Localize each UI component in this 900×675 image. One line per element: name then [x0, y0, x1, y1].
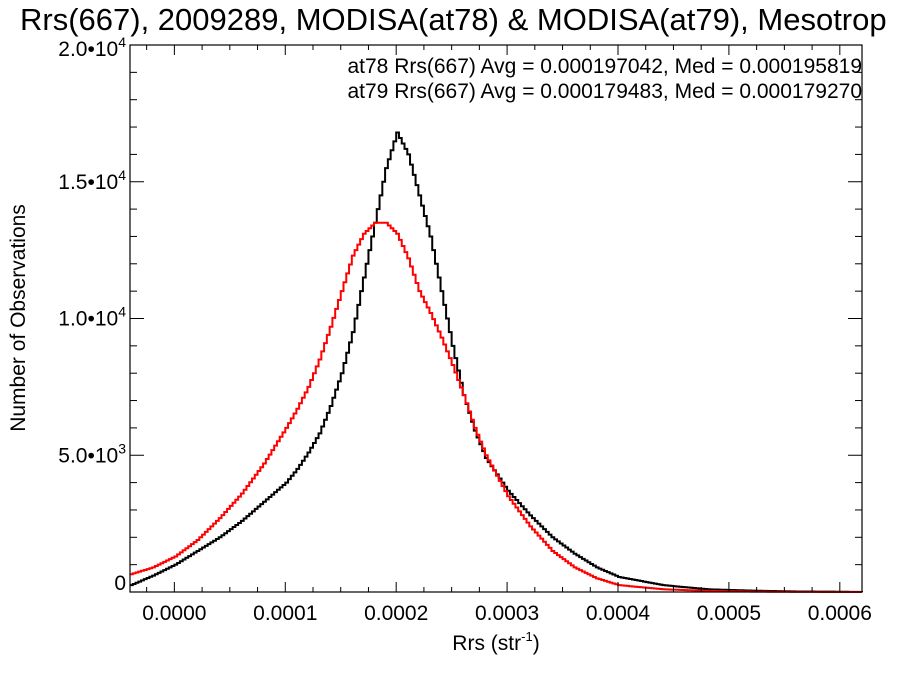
x-axis-label-main: Rrs (str: [452, 632, 521, 655]
x-tick-label-6: 0.0006: [808, 602, 872, 625]
plot-frame: [129, 44, 863, 593]
annotation-at78-stats: at78 Rrs(667) Avg = 0.000197042, Med = 0…: [347, 55, 862, 78]
y-axis-label: Number of Observations: [7, 204, 30, 432]
chart-title: Rrs(667), 2009289, MODISA(at78) & MODISA…: [20, 2, 887, 37]
series-0-line: [130, 131, 863, 593]
y-tick-label-3: 1.5•104: [58, 167, 126, 194]
y-tick-mantissa: 0: [114, 572, 126, 595]
series-1-line: [130, 221, 862, 593]
ticks-layer: [130, 44, 862, 593]
annotation-at79-stats: at79 Rrs(667) Avg = 0.000179483, Med = 0…: [347, 80, 862, 103]
y-tick-mantissa: 5.0•10: [58, 444, 118, 467]
y-tick-mantissa: 2.0•10: [58, 38, 118, 61]
y-tick-exponent: 3: [118, 440, 126, 456]
y-tick-label-0: 0: [114, 572, 126, 595]
x-axis-label-close: ): [533, 632, 540, 655]
x-axis-label-exponent: -1: [521, 629, 533, 644]
y-tick-exponent: 4: [118, 304, 126, 320]
y-tick-exponent: 4: [118, 167, 126, 183]
y-tick-exponent: 4: [118, 34, 126, 50]
x-axis-label: Rrs (str-1): [452, 629, 539, 655]
y-tick-label-1: 5.0•103: [58, 440, 126, 467]
y-tick-mantissa: 1.0•10: [58, 308, 118, 331]
x-tick-label-1: 0.0001: [253, 602, 317, 625]
y-tick-label-4: 2.0•104: [58, 34, 126, 61]
series-layer: [130, 131, 863, 593]
x-tick-label-0: 0.0000: [142, 602, 206, 625]
x-tick-labels: 0.0000 0.0001 0.0002 0.0003 0.0004 0.0005 0.00…: [142, 602, 872, 625]
x-tick-label-5: 0.0005: [697, 602, 761, 625]
x-tick-label-4: 0.0004: [586, 602, 651, 625]
y-tick-mantissa: 1.5•10: [58, 171, 118, 194]
x-tick-label-3: 0.0003: [475, 602, 539, 625]
y-tick-label-2: 1.0•104: [58, 304, 126, 331]
x-tick-label-2: 0.0002: [364, 602, 428, 625]
